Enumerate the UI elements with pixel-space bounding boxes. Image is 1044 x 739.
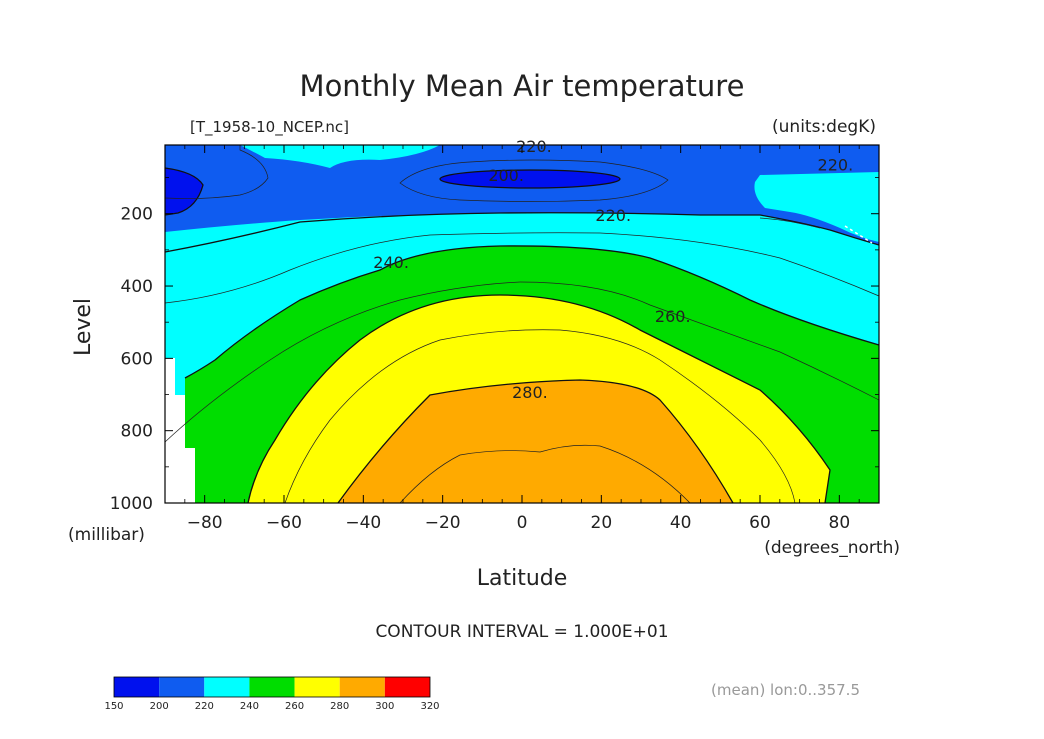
x-axis: −80 −60 −40 −20 0 20 40 60 80 xyxy=(184,145,860,533)
band-below-200-core xyxy=(440,170,620,188)
units-label: (units:degK) xyxy=(772,117,876,137)
band-280-300 xyxy=(338,380,733,503)
y-axis-label: Level xyxy=(71,298,96,356)
contour-label: 200. xyxy=(488,166,524,185)
x-tick-label: 40 xyxy=(670,513,692,533)
contour-label: 220. xyxy=(516,137,552,156)
colorbar-swatch xyxy=(114,677,160,697)
x-axis-label: Latitude xyxy=(477,566,568,591)
missing-data-region xyxy=(165,358,195,503)
cyan-intrusion-topleft xyxy=(240,145,440,168)
x-tick-label: −60 xyxy=(266,513,302,533)
colorbar-swatch xyxy=(384,677,430,697)
x-tick-label: 80 xyxy=(829,513,851,533)
contour-labels: 220. 200. 220. 220. 240. 260. 280. xyxy=(373,137,853,402)
contour-label: 260. xyxy=(655,307,691,326)
contour-label: 240. xyxy=(373,253,409,272)
colorbar-swatch xyxy=(159,677,205,697)
colorbar-swatch xyxy=(294,677,340,697)
y-tick-label: 600 xyxy=(121,349,153,369)
file-label: [T_1958-10_NCEP.nc] xyxy=(190,118,349,137)
colorbar-swatch xyxy=(204,677,250,697)
contour-lines-minor xyxy=(164,145,880,504)
colorbar-label: 150 xyxy=(104,701,123,712)
colorbar-swatch xyxy=(249,677,295,697)
colorbar: 150 200 220 240 260 280 300 320 xyxy=(104,676,440,712)
colorbar-frame xyxy=(113,676,431,698)
colorbar-label: 260 xyxy=(285,701,304,712)
chart-title: Monthly Mean Air temperature xyxy=(300,69,745,103)
contour-label: 220. xyxy=(818,155,854,174)
cyan-pocket-topright xyxy=(754,172,879,242)
colorbar-label: 220 xyxy=(195,701,214,712)
y-units: (millibar) xyxy=(68,525,145,545)
footer-label: (mean) lon:0..357.5 xyxy=(711,681,860,699)
y-tick-label: 200 xyxy=(121,205,153,225)
plot-area: 220. 200. 220. 220. 240. 260. 280. xyxy=(164,137,880,504)
colorbar-label: 300 xyxy=(375,701,394,712)
contour-interval-note: CONTOUR INTERVAL = 1.000E+01 xyxy=(375,622,668,642)
y-axis: 200 400 600 800 1000 xyxy=(110,177,879,514)
band-200-220 xyxy=(165,145,879,245)
contour-dash-right xyxy=(844,225,873,244)
x-tick-label: −40 xyxy=(345,513,381,533)
colorbar-label: 200 xyxy=(150,701,169,712)
contour-lines-major xyxy=(164,167,880,504)
colorbar-label: 320 xyxy=(420,701,439,712)
colorbar-label: 240 xyxy=(240,701,259,712)
x-units: (degrees_north) xyxy=(764,538,900,558)
y-tick-label: 800 xyxy=(121,422,153,442)
x-tick-label: 0 xyxy=(517,513,528,533)
x-tick-label: 20 xyxy=(591,513,613,533)
colorbar-swatch xyxy=(339,677,385,697)
colorbar-label: 280 xyxy=(330,701,349,712)
contour-label: 220. xyxy=(595,206,631,225)
y-tick-label: 400 xyxy=(121,277,153,297)
contour-label: 280. xyxy=(512,383,548,402)
x-tick-label: 60 xyxy=(749,513,771,533)
x-tick-label: −80 xyxy=(187,513,223,533)
x-tick-label: −20 xyxy=(425,513,461,533)
y-tick-label: 1000 xyxy=(110,494,153,514)
